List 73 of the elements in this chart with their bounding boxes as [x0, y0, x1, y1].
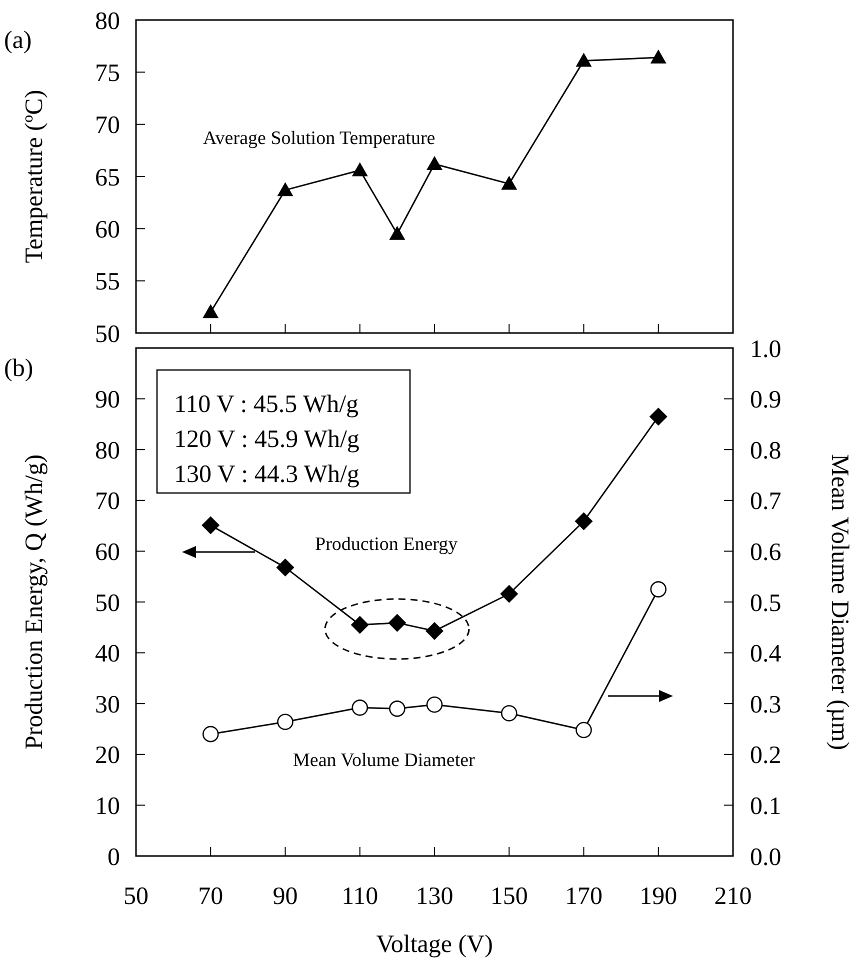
point [277, 714, 294, 730]
point [649, 408, 668, 426]
y-axis-title: Temperature (ºC) [21, 90, 48, 264]
y-tick-label: 65 [95, 164, 120, 192]
text: (b) [4, 355, 34, 382]
y-tick-label: 50 [95, 320, 120, 348]
annotation: 110 V : 45.5 Wh/g [174, 391, 360, 418]
x-axis-title: Voltage (V) [376, 931, 493, 958]
y-tick-label: 60 [95, 538, 120, 566]
point [276, 558, 294, 576]
x-tick-label: 150 [490, 883, 528, 910]
x-tick-label: 170 [565, 883, 602, 910]
y-tick-label: 20 [95, 742, 120, 770]
x-tick-label: 70 [198, 883, 224, 910]
y-tick-label: 75 [95, 60, 120, 87]
point [352, 162, 368, 176]
point [501, 176, 518, 190]
y2-axis-title: Mean Volume Diameter (µm) [826, 454, 853, 750]
point [388, 614, 406, 632]
x-tick-label: 90 [272, 883, 298, 910]
point [426, 622, 444, 640]
y-tick-label: 55 [95, 268, 120, 296]
y-tick-label: 40 [95, 640, 120, 668]
y2-tick-label: 0.3 [750, 691, 782, 718]
point [202, 516, 220, 534]
y-axis-title: Production Energy, Q (Wh/g) [21, 454, 48, 750]
point [426, 156, 442, 170]
y-tick-label: 50 [95, 590, 120, 617]
series-label: Production Energy [315, 534, 458, 555]
point [576, 52, 592, 67]
y2-tick-label: 0.0 [750, 844, 782, 871]
y-tick-label: 80 [95, 437, 120, 464]
x-tick-label: 130 [416, 883, 454, 910]
y-tick-label: 80 [95, 8, 120, 35]
y-tick-label: 10 [95, 792, 120, 820]
point [277, 182, 294, 196]
series-label: Mean Volume Diameter [293, 750, 476, 771]
y2-tick-label: 0.1 [750, 792, 782, 820]
point [350, 616, 369, 634]
y2-tick-label: 0.4 [750, 640, 782, 668]
point [352, 700, 368, 716]
y-tick-label: 0 [108, 844, 120, 871]
y-tick-label: 90 [95, 386, 120, 414]
y2-tick-label: 0.5 [750, 590, 782, 617]
point [574, 512, 593, 530]
y2-tick-label: 1.0 [750, 336, 782, 363]
y-tick-label: 30 [95, 691, 120, 718]
point [576, 722, 592, 738]
y-tick-label: 60 [95, 216, 120, 244]
y-tick-label: 70 [95, 488, 120, 516]
point [650, 50, 666, 64]
y-tick-label: 70 [95, 112, 120, 140]
y2-tick-label: 0.8 [750, 437, 782, 464]
text: (a) [4, 27, 32, 54]
point [650, 581, 667, 598]
x-tick-label: 190 [640, 883, 678, 910]
point [500, 705, 518, 722]
x-tick-label: 210 [714, 883, 752, 910]
annotation: 130 V : 44.3 Wh/g [174, 461, 360, 488]
y2-tick-label: 0.9 [750, 386, 782, 414]
x-tick-label: 50 [124, 883, 148, 910]
point [500, 584, 518, 603]
point [389, 226, 406, 240]
point [389, 700, 406, 717]
point [202, 304, 219, 318]
point [202, 726, 219, 742]
series-label: Average Solution Temperature [203, 128, 436, 149]
annotation: 120 V : 45.9 Wh/g [174, 426, 360, 453]
y2-tick-label: 0.2 [750, 742, 782, 770]
y2-tick-label: 0.7 [750, 488, 782, 516]
point [426, 696, 443, 713]
y2-tick-label: 0.6 [750, 538, 782, 566]
x-tick-label: 110 [342, 883, 378, 910]
